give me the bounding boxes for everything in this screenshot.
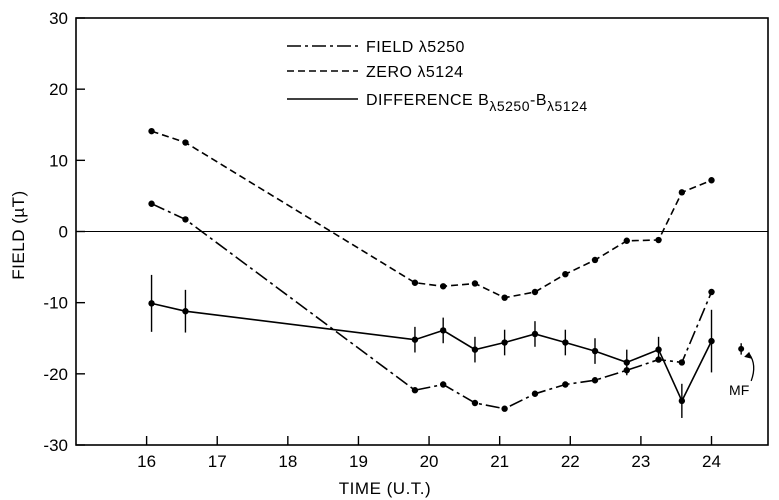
data-point [531,390,539,397]
data-point [678,359,686,366]
y-tick-label: 30 [49,9,68,28]
mf-point [738,345,745,352]
data-point [655,236,662,244]
series-1 [148,200,715,412]
axes: -30 -20 -10 0 10 20 30 16 17 18 19 20 21 22 23 24 [43,9,769,471]
x-tick-label: 19 [349,452,368,471]
y-tick-label: 10 [49,151,68,170]
data-point [708,288,715,296]
data-point [591,256,599,264]
y-tick-label: -20 [43,365,68,384]
data-point [148,300,155,307]
data-point [591,377,599,384]
x-tick-label: 24 [702,452,721,471]
data-point [182,216,189,223]
x-tick-label: 23 [631,452,650,471]
data-point [678,189,686,196]
x-tick-label: 22 [561,452,580,471]
data-point [471,280,479,287]
y-axis-label: FIELD (µT) [9,190,28,279]
x-tick-label: 20 [420,452,439,471]
y-tick-label: 20 [49,80,68,99]
data-point [562,339,569,346]
legend-text-part: DIFFERENCE B [366,92,489,109]
legend-text-part: FIELD λ5250 [366,39,465,56]
x-tick-label: 18 [278,452,297,471]
data-point [439,283,447,290]
series-line [151,130,712,299]
data-point [411,279,419,286]
data-point [708,337,715,345]
data-point [411,387,419,394]
data-point [562,271,569,278]
series-2 [148,127,715,301]
data-point [708,177,715,184]
series-3 [148,274,715,418]
legend-label-2: ZERO λ5124 [366,64,463,81]
x-axis-label: TIME (U.T.) [339,479,431,498]
y-tick-label: -10 [43,294,68,313]
y-tick-label: 0 [59,223,68,242]
data-point [655,346,662,353]
legend-text-part: -B [530,92,547,109]
data-point [562,381,569,388]
y-tick-label: -30 [43,436,68,455]
data-point [623,359,630,366]
data-point [148,200,155,207]
data-point [471,399,479,407]
series-layer: MF [148,127,755,418]
data-point [148,127,155,135]
x-tick-label: 16 [137,452,156,471]
legend-label-3: DIFFERENCE Bλ5250-Bλ5124 [366,92,588,114]
legend-text-part: λ5250 [489,98,530,114]
data-point [439,381,447,388]
legend-label-1: FIELD λ5250 [366,39,465,56]
mf-arrow-head [744,351,753,359]
legend-text-part: ZERO λ5124 [366,64,463,81]
series-line [151,202,713,410]
mf-label: MF [729,382,749,398]
data-point [678,397,686,405]
data-point [182,139,189,146]
data-point [531,288,539,296]
x-tick-label: 17 [208,452,227,471]
x-tick-label: 21 [490,452,509,471]
legend-text-part: λ5124 [547,98,588,114]
data-point [501,405,508,412]
legend: FIELD λ5250 ZERO λ5124 DIFFERENCE Bλ5250-B… [287,39,588,114]
data-point [182,308,189,315]
data-point [501,339,508,346]
data-point [471,346,479,353]
data-point [531,330,539,338]
data-point [501,294,508,301]
mf-annotation: MF [729,343,755,398]
data-point [591,347,599,355]
data-point [623,237,630,244]
series-line [151,302,713,403]
data-point [439,327,447,334]
data-point [411,336,419,343]
